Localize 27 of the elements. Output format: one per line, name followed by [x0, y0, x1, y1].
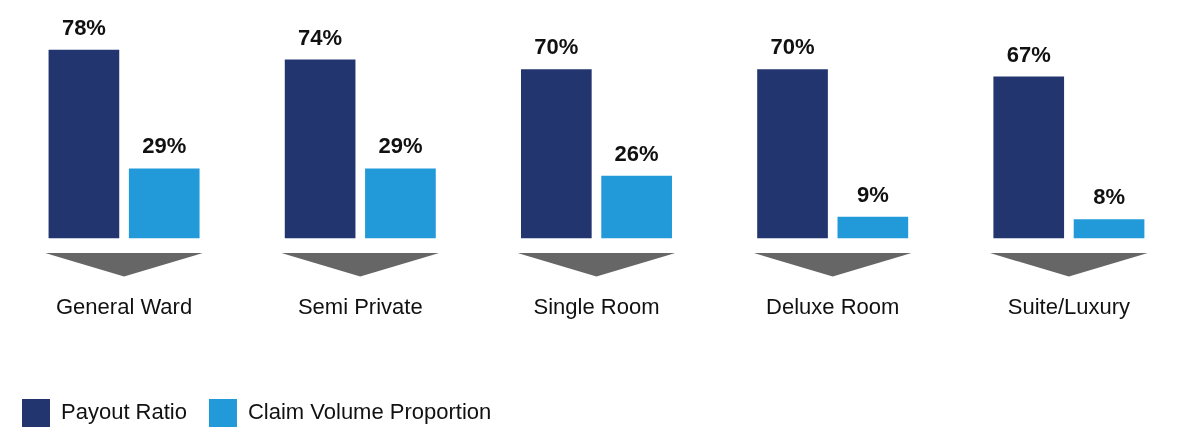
- bar: [993, 76, 1065, 239]
- bar: [128, 168, 200, 239]
- data-label: 9%: [856, 181, 889, 207]
- data-label: 26%: [614, 140, 659, 166]
- bar: [520, 69, 592, 239]
- data-label: 67%: [1006, 41, 1051, 67]
- bar: [757, 69, 828, 239]
- bar: [365, 168, 436, 239]
- bar: [284, 59, 356, 239]
- x-tick-label: Deluxe Room: [766, 293, 900, 319]
- bar: [48, 49, 120, 239]
- bar: [837, 216, 909, 239]
- data-label: 70%: [534, 34, 579, 60]
- bar: [601, 175, 672, 239]
- bar: [1073, 219, 1145, 239]
- data-label: 8%: [1093, 184, 1125, 210]
- x-tick-label: Semi Private: [297, 293, 423, 319]
- x-tick-label: Suite/Luxury: [1007, 293, 1131, 319]
- x-tick-label: General Ward: [56, 293, 193, 319]
- data-label: 29%: [142, 133, 187, 159]
- x-tick-label: Single Room: [533, 293, 660, 319]
- legend-label: Claim Volume Proportion: [247, 399, 492, 425]
- legend-label: Payout Ratio: [61, 399, 187, 425]
- data-label: 29%: [378, 133, 423, 159]
- data-label: 78%: [61, 14, 106, 40]
- data-label: 74%: [298, 24, 343, 50]
- data-label: 70%: [770, 34, 815, 60]
